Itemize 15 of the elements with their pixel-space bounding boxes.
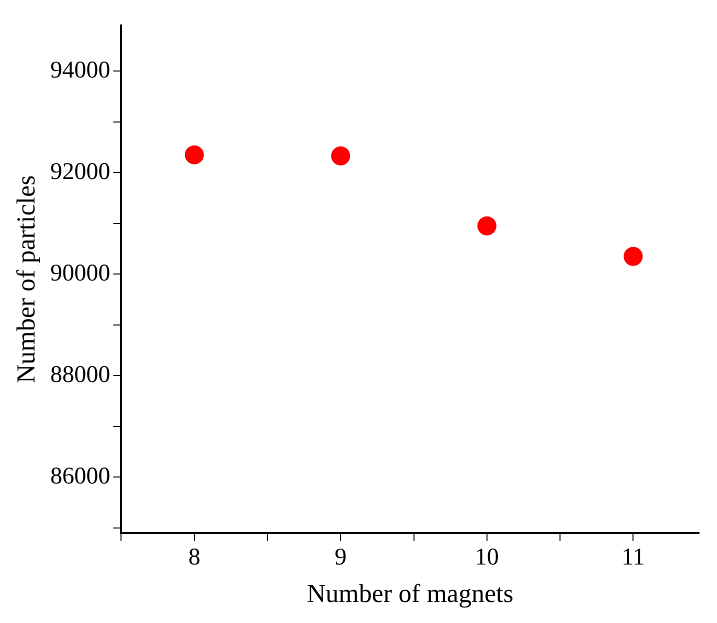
x-axis-title: Number of magnets [306, 579, 514, 608]
x-tick-label: 9 [334, 544, 347, 571]
x-tick-label: 10 [474, 544, 499, 571]
point [331, 146, 350, 166]
y-axis-title: Number of particles [11, 175, 40, 384]
y-tick-label: 88000 [50, 362, 110, 388]
y-tick-label: 86000 [50, 463, 110, 490]
point [184, 145, 204, 164]
y-tick-label: 94000 [50, 57, 110, 84]
point [477, 216, 496, 236]
y-tick-label: 90000 [50, 260, 110, 286]
x-tick-label: 11 [622, 544, 645, 571]
x-tick-label: 8 [188, 544, 200, 571]
point [624, 246, 643, 266]
y-tick-label: 92000 [50, 158, 110, 185]
